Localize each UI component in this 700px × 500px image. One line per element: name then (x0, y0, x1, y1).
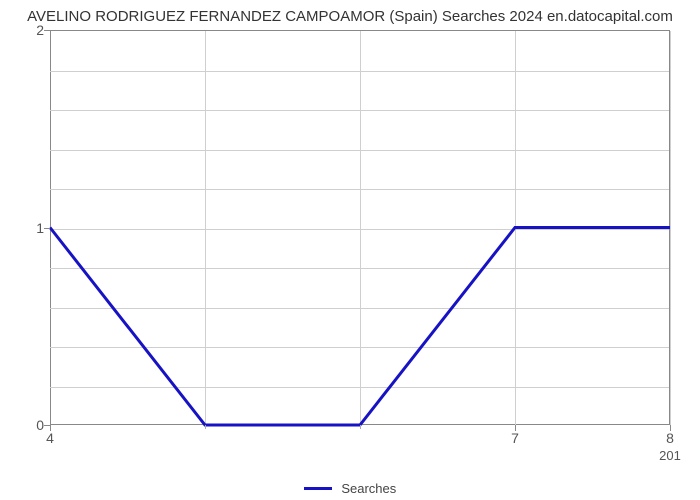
chart-container: AVELINO RODRIGUEZ FERNANDEZ CAMPOAMOR (S… (0, 0, 700, 500)
x-tick-label: 8 (666, 430, 674, 446)
x-tick-label: 4 (46, 430, 54, 446)
y-tick-mark (44, 30, 50, 31)
y-tick-label: 1 (4, 220, 44, 236)
x-tick-label: 7 (511, 430, 519, 446)
x-sub-label: 201 (659, 448, 681, 463)
y-tick-label: 2 (4, 22, 44, 38)
x-tick-mark (670, 425, 671, 431)
searches-line (50, 228, 670, 426)
x-tick-mark (50, 425, 51, 431)
legend: Searches (0, 480, 700, 496)
y-tick-mark (44, 228, 50, 229)
x-minor-tick (360, 425, 361, 429)
y-tick-label: 0 (4, 417, 44, 433)
x-tick-mark (515, 425, 516, 431)
line-series (0, 0, 700, 500)
x-minor-tick (205, 425, 206, 429)
legend-label: Searches (341, 481, 396, 496)
legend-swatch (304, 487, 332, 490)
